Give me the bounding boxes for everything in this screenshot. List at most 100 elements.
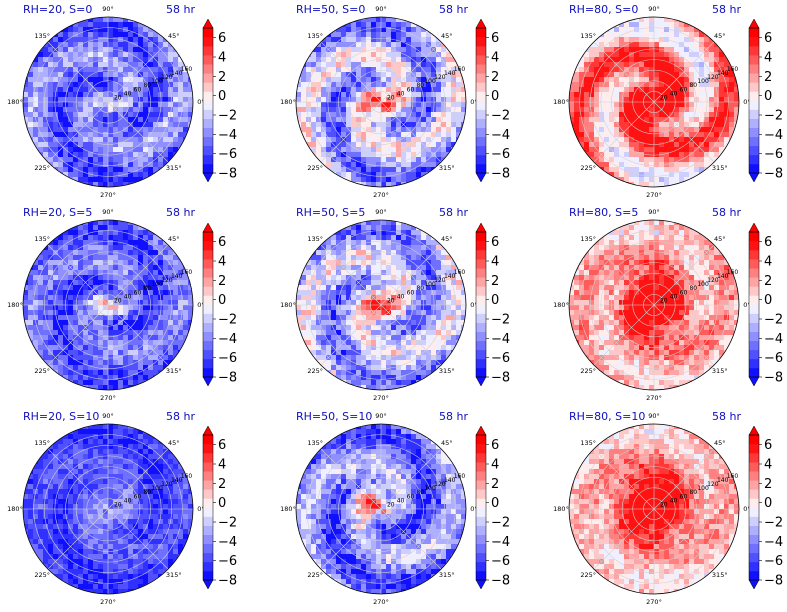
field-cell: [599, 82, 605, 88]
colorbar-tick-label: −2: [764, 109, 783, 124]
field-cell: [168, 350, 174, 356]
field-cell: [33, 87, 39, 93]
field-cell: [108, 32, 114, 38]
field-cell: [406, 137, 412, 143]
field-cell: [381, 255, 387, 261]
field-cell: [93, 182, 99, 187]
field-cell: [123, 325, 129, 331]
field-cell: [639, 137, 645, 143]
field-cell: [88, 345, 94, 351]
radial-tick-label: 100: [424, 78, 436, 85]
field-cell: [43, 47, 49, 53]
polar-panel: 204060801001201401600°45°90°135°180°225°…: [280, 3, 510, 199]
field-cell: [604, 167, 610, 173]
field-cell: [113, 300, 119, 306]
field-cell: [93, 350, 99, 356]
field-cell: [336, 47, 342, 53]
field-cell: [361, 270, 367, 276]
field-cell: [639, 157, 645, 163]
field-cell: [143, 335, 149, 341]
field-cell: [654, 157, 660, 163]
field-cell: [729, 102, 735, 108]
field-cell: [58, 300, 64, 306]
field-cell: [356, 57, 362, 63]
field-cell: [143, 370, 149, 376]
field-cell: [376, 285, 382, 291]
field-cell: [296, 112, 302, 118]
field-cell: [306, 97, 312, 103]
field-cell: [98, 142, 104, 148]
field-cell: [28, 280, 34, 286]
field-cell: [28, 72, 34, 78]
field-cell: [704, 127, 710, 133]
field-cell: [724, 132, 730, 138]
field-cell: [669, 87, 675, 93]
panel-time-label: 58 hr: [166, 206, 195, 219]
field-cell: [68, 290, 74, 296]
field-cell: [634, 177, 640, 183]
field-cell: [341, 245, 347, 251]
field-cell: [709, 132, 715, 138]
field-cell: [679, 62, 685, 68]
field-cell: [63, 82, 69, 88]
field-cell: [73, 375, 79, 381]
field-cell: [173, 67, 179, 73]
field-cell: [614, 112, 620, 118]
field-cell: [98, 380, 104, 386]
field-cell: [341, 152, 347, 158]
field-cell: [619, 92, 625, 98]
field-cell: [153, 122, 159, 128]
field-cell: [569, 117, 575, 123]
field-cell: [396, 57, 402, 63]
field-cell: [63, 162, 69, 168]
field-cell: [188, 92, 193, 98]
field-cell: [103, 245, 109, 251]
field-cell: [138, 37, 144, 43]
field-cell: [391, 375, 397, 381]
field-cell: [609, 32, 615, 38]
field-cell: [649, 47, 655, 53]
field-cell: [123, 182, 129, 187]
field-cell: [426, 102, 432, 108]
field-cell: [178, 340, 184, 346]
field-cell: [361, 325, 367, 331]
field-cell: [604, 132, 610, 138]
field-cell: [371, 285, 377, 291]
field-cell: [619, 147, 625, 153]
field-cell: [133, 147, 139, 153]
field-cell: [158, 340, 164, 346]
field-cell: [113, 275, 119, 281]
field-cell: [366, 177, 372, 183]
field-cell: [113, 57, 119, 63]
field-cell: [639, 152, 645, 158]
field-cell: [401, 275, 407, 281]
field-cell: [391, 132, 397, 138]
field-cell: [93, 57, 99, 63]
field-cell: [366, 72, 372, 78]
field-cell: [346, 360, 352, 366]
field-cell: [316, 260, 322, 266]
field-cell: [371, 177, 377, 183]
field-cell: [43, 340, 49, 346]
field-cell: [371, 132, 377, 138]
field-cell: [83, 32, 89, 38]
field-cell: [659, 17, 665, 23]
field-cell: [188, 315, 193, 321]
field-cell: [401, 310, 407, 316]
field-cell: [336, 27, 342, 33]
field-cell: [396, 77, 402, 83]
field-cell: [584, 52, 590, 58]
field-cell: [366, 340, 372, 346]
field-cell: [654, 167, 660, 173]
field-cell: [296, 300, 302, 306]
field-cell: [336, 285, 342, 291]
field-cell: [386, 255, 392, 261]
field-cell: [316, 290, 322, 296]
field-cell: [316, 355, 322, 361]
field-cell: [331, 285, 337, 291]
field-cell: [168, 250, 174, 256]
field-cell: [331, 330, 337, 336]
field-cell: [148, 62, 154, 68]
field-cell: [158, 285, 164, 291]
field-cell: [366, 240, 372, 246]
